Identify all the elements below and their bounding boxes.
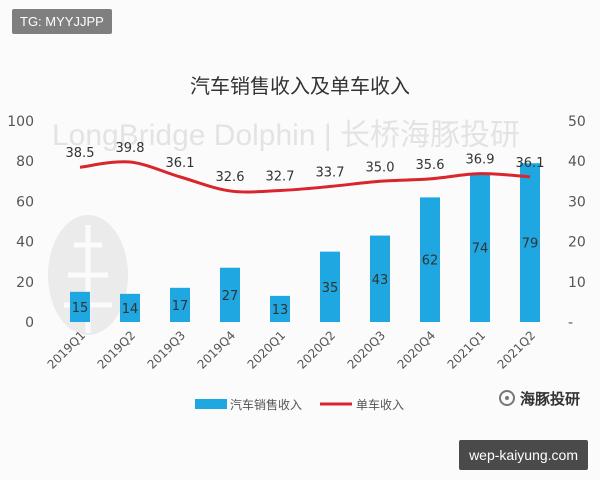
line-value-label: 32.7	[266, 170, 295, 185]
right-tick-label: 40	[568, 154, 586, 170]
line-value-label: 36.1	[166, 156, 195, 171]
bar	[70, 291, 90, 322]
left-tick-label: 60	[16, 194, 34, 210]
bar	[170, 287, 190, 322]
x-tick-label: 2019Q3	[145, 328, 189, 372]
line-value-label: 32.6	[216, 170, 245, 185]
line-value-label: 35.6	[416, 158, 445, 173]
brand-mark: 海豚投研	[499, 390, 580, 408]
bar	[220, 267, 240, 322]
bar-value-label: 15	[72, 301, 89, 316]
top-tag: TG: MYYJJPP	[12, 9, 112, 34]
x-tick-label: 2019Q4	[195, 328, 239, 372]
bar-value-label: 14	[122, 302, 139, 317]
bar-labels: 15 14 17 27 13 35 43 62 74 79	[72, 237, 539, 318]
bar-value-label: 43	[372, 273, 389, 288]
right-axis: - 10 20 30 40 50	[568, 114, 586, 331]
line-value-label: 39.8	[116, 141, 145, 156]
bar-value-label: 74	[472, 242, 489, 257]
bar	[120, 293, 140, 322]
bar	[270, 295, 290, 322]
bar-value-label: 62	[422, 254, 439, 269]
x-tick-label: 2019Q2	[95, 328, 139, 372]
line-value-label: 36.9	[466, 153, 495, 168]
line-value-label: 36.1	[516, 156, 545, 171]
watermark: LongBridge Dolphin | 长桥海豚投研	[48, 119, 520, 335]
line-labels: 38.5 39.8 36.1 32.6 32.7 33.7 35.0 35.6 36.9 36.1	[66, 141, 545, 185]
bottom-tag: wep-kaiyung.com	[459, 440, 588, 470]
left-axis: 0 20 40 60 80 100	[7, 114, 34, 331]
right-tick-label: 50	[568, 114, 586, 130]
brand-icon-inner	[505, 396, 509, 400]
bar	[320, 251, 340, 322]
x-tick-label: 2020Q3	[345, 328, 389, 372]
left-tick-label: 40	[16, 235, 34, 251]
x-tick-label: 2020Q1	[245, 328, 289, 372]
brand-icon	[499, 390, 515, 406]
bar	[420, 197, 440, 322]
x-tick-label: 2020Q4	[395, 328, 439, 372]
bar-value-label: 13	[272, 303, 289, 318]
right-tick-label: 20	[568, 235, 586, 251]
bar-value-label: 27	[222, 289, 239, 304]
right-tick-label: -	[568, 315, 573, 331]
watermark-text: LongBridge Dolphin | 长桥海豚投研	[52, 119, 520, 152]
x-tick-label: 2020Q2	[295, 328, 339, 372]
legend: 汽车销售收入 单车收入	[195, 397, 404, 412]
x-tick-label: 2021Q2	[495, 328, 539, 372]
brand-text: 海豚投研	[520, 390, 580, 408]
bar	[470, 173, 490, 322]
legend-label-bar: 汽车销售收入	[230, 397, 302, 412]
right-tick-label: 10	[568, 275, 586, 291]
x-tick-label: 2021Q1	[445, 328, 489, 372]
legend-swatch-bar	[195, 399, 227, 409]
bar-value-label: 79	[522, 237, 539, 252]
line-value-label: 38.5	[66, 146, 95, 161]
right-tick-label: 30	[568, 194, 586, 210]
bar	[520, 163, 540, 322]
legend-label-line: 单车收入	[356, 397, 404, 412]
chart-title: 汽车销售收入及单车收入	[190, 74, 410, 98]
bar-value-label: 17	[172, 299, 189, 314]
line-value-label: 35.0	[366, 160, 395, 175]
left-tick-label: 100	[7, 114, 34, 130]
bar-value-label: 35	[322, 281, 339, 296]
bridge-logo-icon	[48, 215, 128, 335]
left-tick-label: 0	[25, 315, 34, 331]
line-layer	[79, 160, 531, 194]
line-value-label: 33.7	[316, 166, 345, 181]
x-labels: 2019Q1 2019Q2 2019Q3 2019Q4 2020Q1 2020Q2 2020…	[45, 328, 539, 372]
left-tick-label: 20	[16, 275, 34, 291]
left-tick-label: 80	[16, 154, 34, 170]
line-series	[79, 160, 531, 194]
x-tick-label: 2019Q1	[45, 328, 89, 372]
bar	[370, 235, 390, 322]
bars	[70, 163, 540, 322]
